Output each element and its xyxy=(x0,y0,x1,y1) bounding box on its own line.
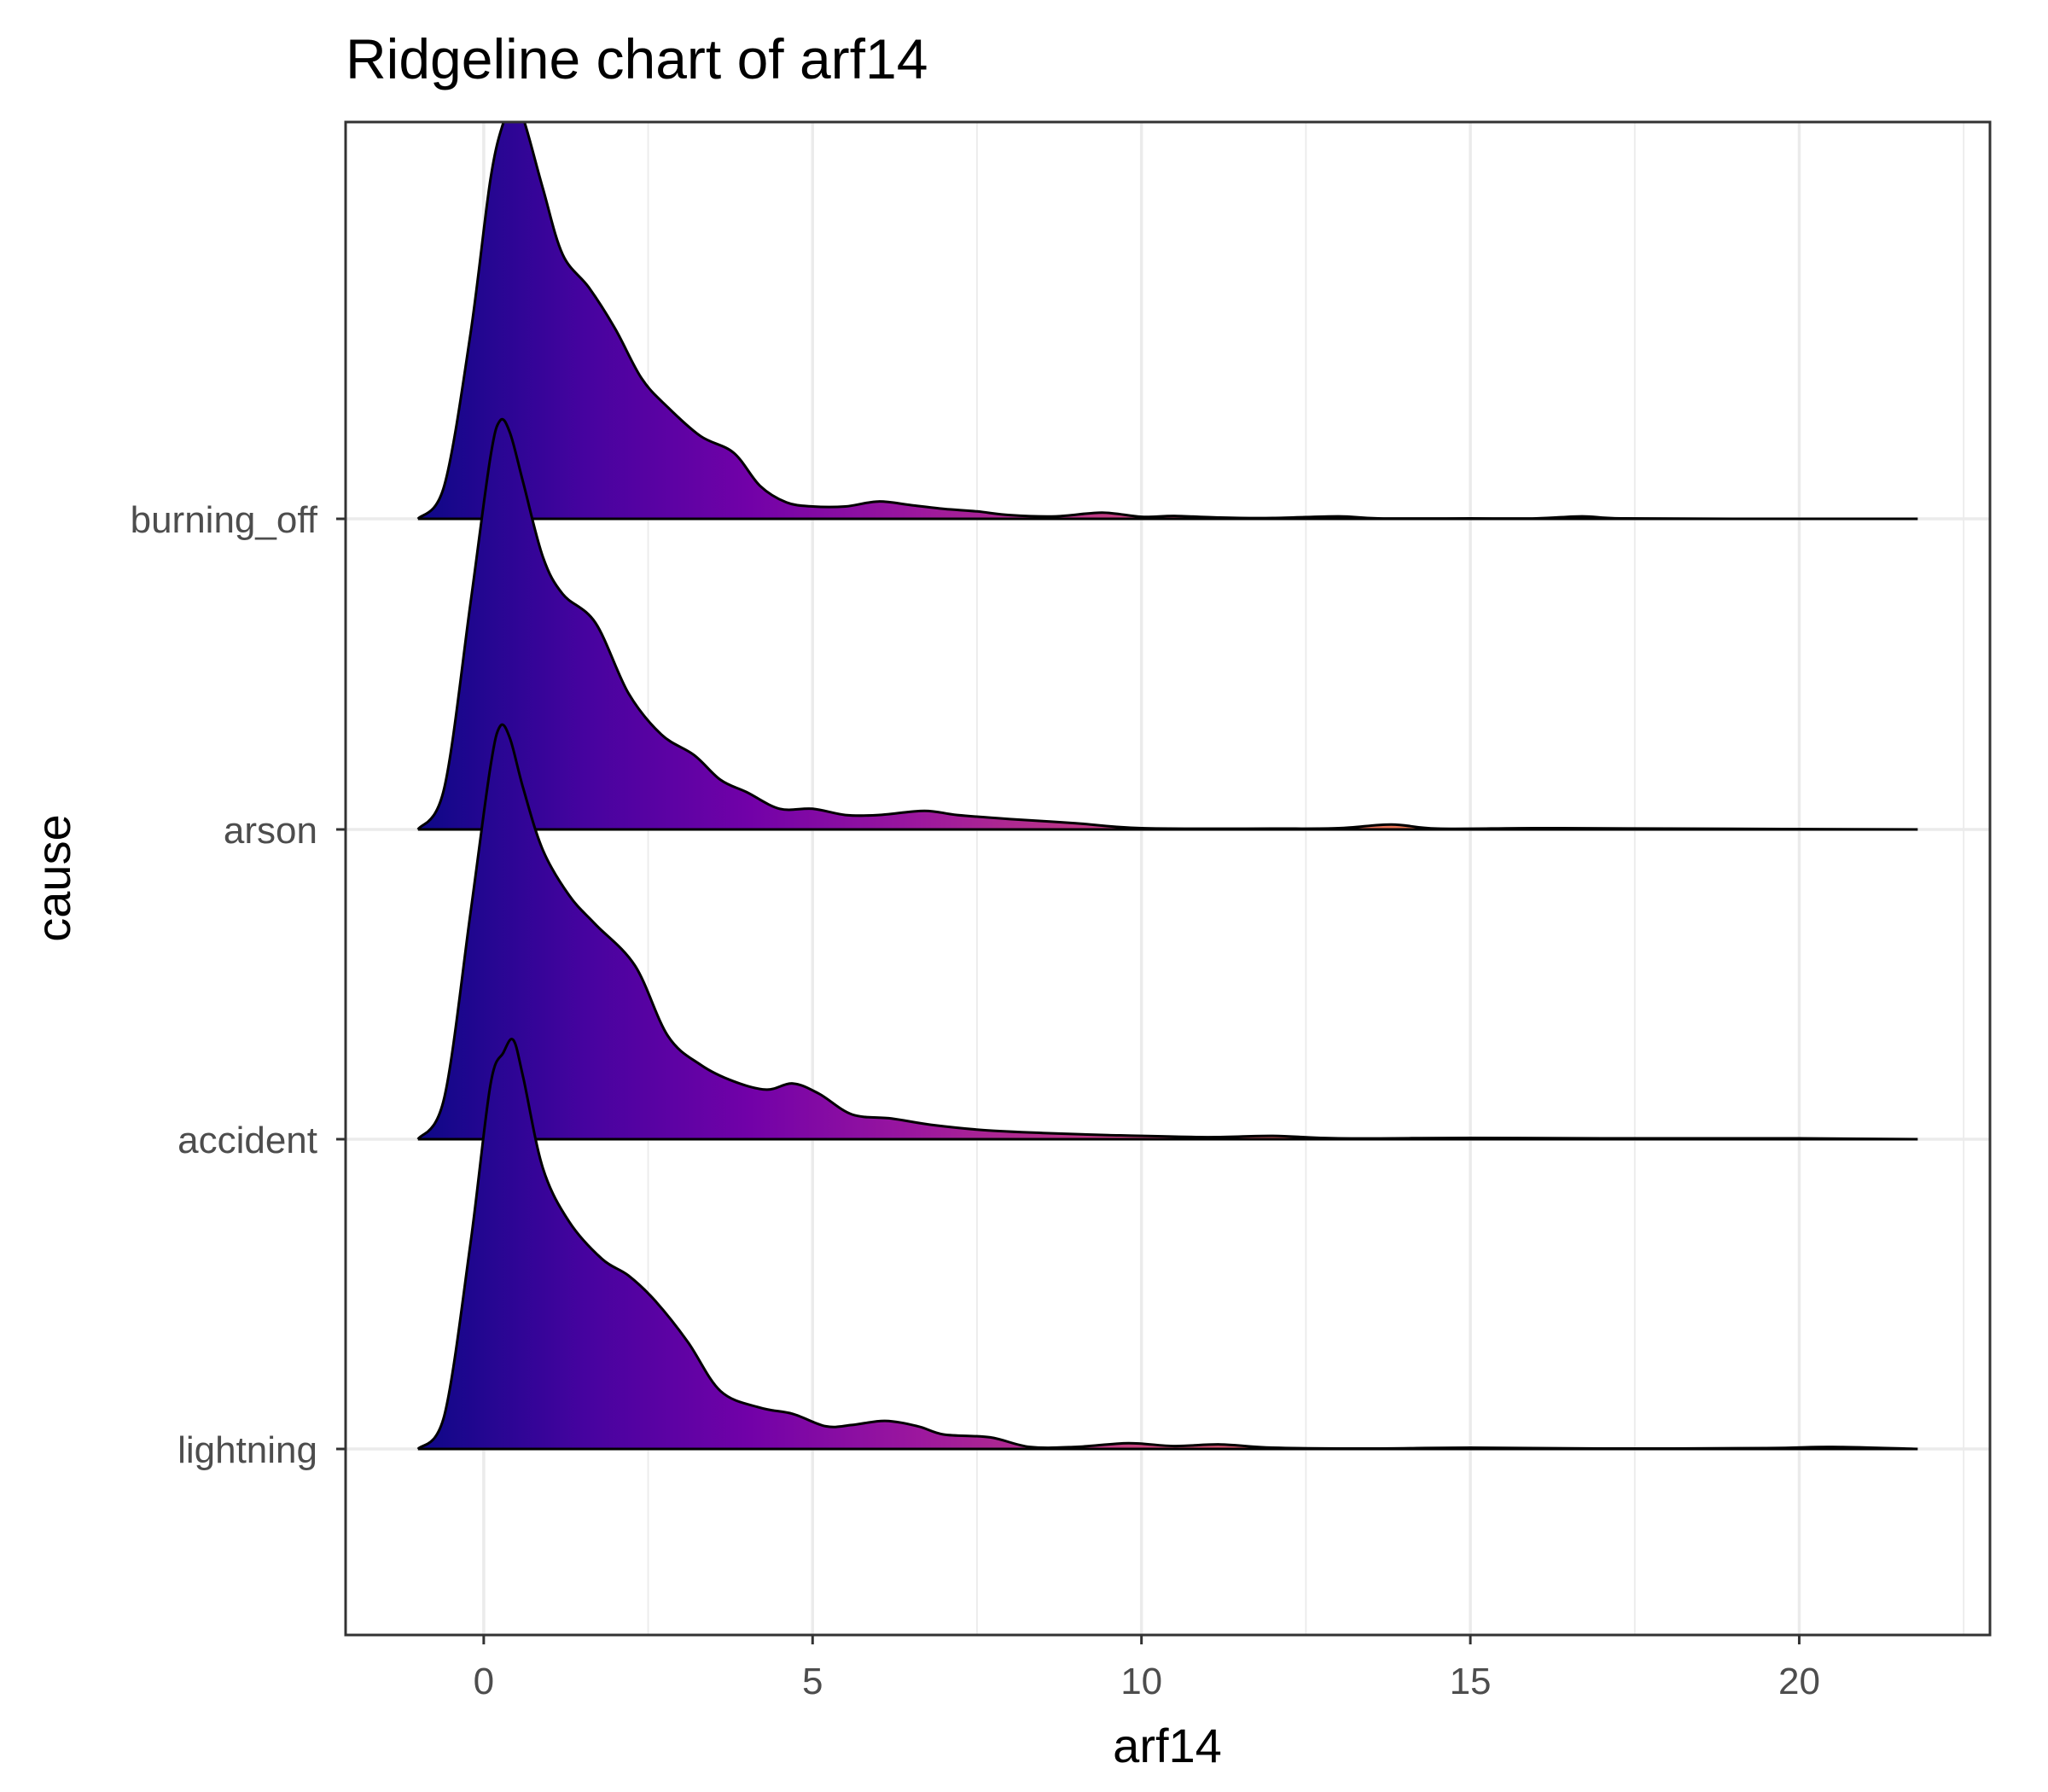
ridges xyxy=(416,122,1918,1451)
ridge-fill-burning_off xyxy=(417,122,1918,520)
x-tick-label: 20 xyxy=(1778,1661,1820,1702)
x-axis-ticks: 0 5 10 15 20 xyxy=(474,1635,1820,1702)
y-tick-label: lightning xyxy=(177,1429,317,1471)
chart-title: Ridgeline chart of arf14 xyxy=(346,27,928,90)
panel-border xyxy=(344,120,1992,1637)
x-tick-label: 0 xyxy=(474,1661,494,1702)
ridge-line-arson xyxy=(416,417,1918,831)
ridge-fill-accident xyxy=(417,724,1918,1139)
y-axis-ticks: lightning accident arson burning_off xyxy=(131,499,346,1471)
ridge-fill-arson xyxy=(417,419,1918,829)
x-tick-label: 10 xyxy=(1120,1661,1162,1702)
ridge-fill-lightning xyxy=(417,1039,1918,1449)
y-axis-title: cause xyxy=(26,814,80,941)
x-tick-label: 15 xyxy=(1450,1661,1492,1702)
x-tick-label: 5 xyxy=(802,1661,823,1702)
y-tick-label: accident xyxy=(177,1120,317,1161)
x-axis-title: arf14 xyxy=(1113,1719,1222,1772)
y-tick-label: arson xyxy=(224,810,317,852)
y-tick-label: burning_off xyxy=(131,499,318,541)
